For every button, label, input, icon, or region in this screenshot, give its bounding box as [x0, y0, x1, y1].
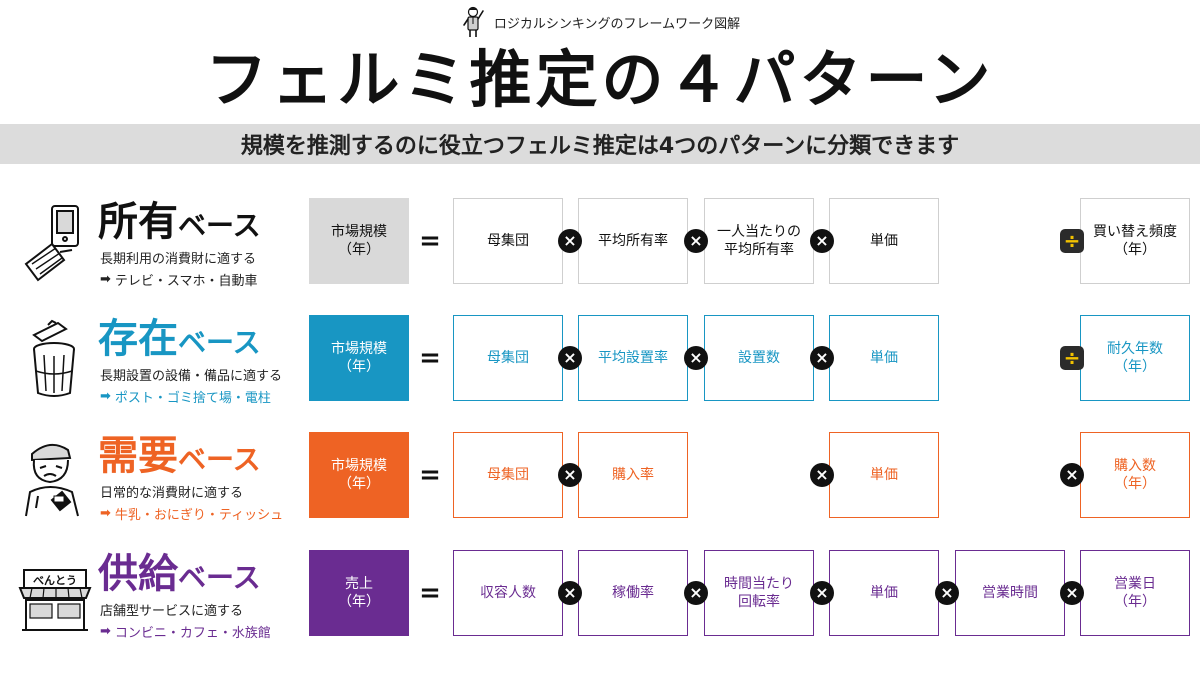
flip-phone-icon: [16, 202, 94, 284]
eating-man-icon: [16, 436, 94, 518]
multiply-icon: ×: [1060, 581, 1084, 605]
multiply-icon: ×: [935, 581, 959, 605]
multiply-icon: ×: [558, 346, 582, 370]
lhs-box: 売上 （年）: [309, 550, 409, 636]
header-subtitle-row: ロジカルシンキングのフレームワーク図解: [0, 6, 1200, 38]
row-description: 長期設置の設備・備品に適する: [100, 369, 283, 384]
bento-shop-icon: べんとう: [16, 554, 94, 636]
row-title: 供給 ベース: [98, 550, 261, 598]
factor-box: 平均設置率: [578, 315, 688, 401]
multiply-icon: ×: [684, 581, 708, 605]
row-title-main: 供給: [98, 551, 178, 597]
factor-box: 時間当たり 回転率: [704, 550, 814, 636]
multiply-icon: ×: [684, 346, 708, 370]
factor-box: 買い替え頻度 （年）: [1080, 198, 1190, 284]
factor-box: 単価: [829, 432, 939, 518]
trash-can-icon: [16, 319, 94, 401]
row-title-main: 存在: [98, 316, 178, 362]
equals-sign: =: [419, 460, 441, 490]
multiply-icon: ×: [558, 463, 582, 487]
multiply-icon: ×: [684, 229, 708, 253]
factor-box: 営業時間: [955, 550, 1065, 636]
row-examples-text: テレビ・スマホ・自動車: [114, 274, 258, 289]
row-examples: ➡ ポスト・ゴミ捨て場・電柱: [100, 387, 271, 406]
lhs-box: 市場規模 （年）: [309, 432, 409, 518]
subtitle-band: 規模を推測するのに役立つフェルミ推定は4つのパターンに分類できます: [0, 124, 1200, 164]
multiply-icon: ×: [810, 229, 834, 253]
row-examples-text: ポスト・ゴミ捨て場・電柱: [114, 391, 271, 406]
lhs-box: 市場規模 （年）: [309, 198, 409, 284]
factor-box: 耐久年数 （年）: [1080, 315, 1190, 401]
factor-box: 稼働率: [578, 550, 688, 636]
factor-box: 母集団: [453, 315, 563, 401]
arrow-right-icon: ➡: [100, 506, 111, 521]
multiply-icon: ×: [1060, 463, 1084, 487]
factor-box: 平均所有率: [578, 198, 688, 284]
row-examples-text: コンビニ・カフェ・水族館: [114, 626, 271, 641]
factor-box: 一人当たりの 平均所有率: [704, 198, 814, 284]
row-examples: ➡ コンビニ・カフェ・水族館: [100, 622, 271, 641]
multiply-icon: ×: [810, 463, 834, 487]
factor-box: 購入数 （年）: [1080, 432, 1190, 518]
factor-box: 営業日 （年）: [1080, 550, 1190, 636]
lhs-box: 市場規模 （年）: [309, 315, 409, 401]
multiply-icon: ×: [558, 229, 582, 253]
factor-box: 購入率: [578, 432, 688, 518]
row-title: 需要 ベース: [98, 432, 261, 480]
multiply-icon: ×: [810, 346, 834, 370]
equals-sign: =: [419, 578, 441, 608]
factor-box: 単価: [829, 315, 939, 401]
subtitle-band-text: 規模を推測するのに役立つフェルミ推定は4つのパターンに分類できます: [240, 134, 960, 159]
page-title: フェルミ推定の４パターン: [205, 43, 995, 116]
factor-box: 単価: [829, 198, 939, 284]
shop-sign-text: べんとう: [33, 574, 77, 587]
row-description: 日常的な消費財に適する: [100, 486, 244, 501]
presenter-man-icon: [463, 6, 484, 37]
multiply-icon: ×: [558, 581, 582, 605]
fermi-row: 所有 ベース 長期利用の消費財に適する ➡ テレビ・スマホ・自動車 市場規模 （…: [0, 198, 1200, 289]
multiply-icon: ×: [810, 581, 834, 605]
row-title-suffix: ベース: [178, 443, 261, 476]
row-title-suffix: ベース: [178, 561, 261, 594]
row-examples: ➡ 牛乳・おにぎり・ティッシュ: [100, 504, 283, 523]
row-description: 長期利用の消費財に適する: [100, 252, 257, 267]
row-description: 店舗型サービスに適する: [100, 604, 244, 619]
row-examples-text: 牛乳・おにぎり・ティッシュ: [114, 508, 284, 523]
divide-icon: ÷: [1060, 229, 1084, 253]
row-title-main: 所有: [98, 199, 178, 245]
row-title: 所有 ベース: [98, 198, 261, 246]
factor-box: 設置数: [704, 315, 814, 401]
divide-icon: ÷: [1060, 346, 1084, 370]
fermi-row: 需要 ベース 日常的な消費財に適する ➡ 牛乳・おにぎり・ティッシュ 市場規模 …: [0, 432, 1200, 523]
row-title-suffix: ベース: [178, 326, 261, 359]
factor-box: 母集団: [453, 432, 563, 518]
fermi-row: 存在 ベース 長期設置の設備・備品に適する ➡ ポスト・ゴミ捨て場・電柱 市場規…: [0, 315, 1200, 406]
row-title: 存在 ベース: [98, 315, 261, 363]
fermi-row: べんとう 供給 ベース 店舗型サービスに適する ➡ コンビニ・カフェ・水族館 売…: [0, 550, 1200, 641]
factor-box: 単価: [829, 550, 939, 636]
arrow-right-icon: ➡: [100, 272, 111, 287]
equals-sign: =: [419, 343, 441, 373]
row-examples: ➡ テレビ・スマホ・自動車: [100, 270, 258, 289]
header-subtitle: ロジカルシンキングのフレームワーク図解: [493, 16, 741, 32]
row-title-suffix: ベース: [178, 209, 261, 242]
factor-box: 収容人数: [453, 550, 563, 636]
row-title-main: 需要: [98, 433, 178, 479]
equals-sign: =: [419, 226, 441, 256]
arrow-right-icon: ➡: [100, 624, 111, 639]
arrow-right-icon: ➡: [100, 389, 111, 404]
factor-box: 母集団: [453, 198, 563, 284]
